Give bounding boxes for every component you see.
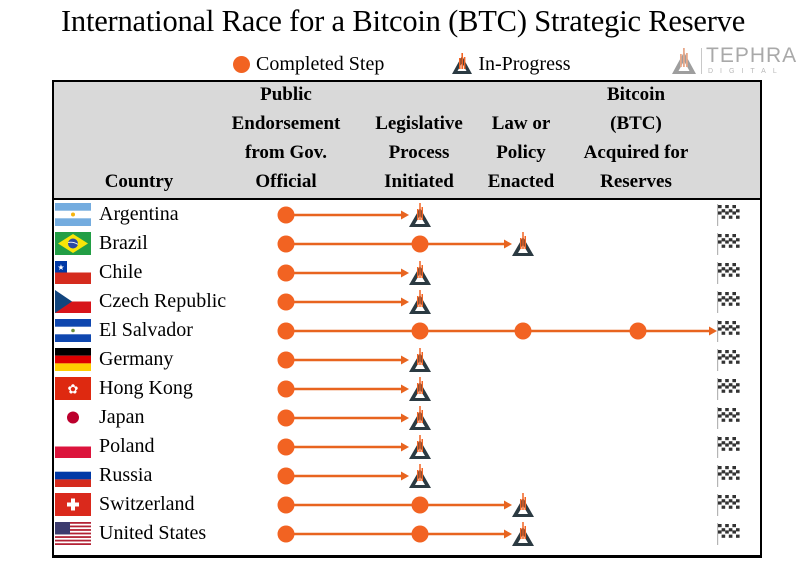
checkered-flag-icon: [717, 349, 740, 371]
country-name: Czech Republic: [99, 290, 227, 312]
table-row: Poland: [54, 432, 760, 461]
completed-step-dot: [277, 380, 295, 398]
completed-step-dot: [277, 235, 295, 253]
checkered-flag-icon: [717, 233, 740, 255]
header-step1: Public Endorsement from Gov. Official: [231, 84, 341, 192]
completed-step-dot: [514, 322, 532, 340]
country-name: Argentina: [99, 203, 179, 225]
chile-flag-icon: ★: [55, 261, 91, 284]
legend-completed: Completed Step: [233, 53, 384, 76]
logo-mark-icon: [672, 48, 696, 74]
czech-flag-icon: [55, 290, 91, 313]
completed-step-dot: [411, 322, 429, 340]
in-progress-icon: [512, 232, 534, 256]
germany-flag-icon: [55, 348, 91, 371]
table-row: Argentina: [54, 200, 760, 229]
switzerland-flag-icon: [55, 493, 91, 516]
table-row: Switzerland: [54, 490, 760, 519]
table-row: El Salvador: [54, 316, 760, 345]
in-progress-icon: [409, 203, 431, 227]
checkered-flag-icon: [717, 378, 740, 400]
checkered-flag-icon: [717, 262, 740, 284]
completed-step-dot: [277, 467, 295, 485]
country-name: Poland: [99, 435, 155, 457]
in-progress-icon: [409, 464, 431, 488]
table-row: United States: [54, 519, 760, 548]
completed-step-dot: [411, 235, 429, 253]
logo-brand: TEPHRA: [706, 44, 798, 67]
country-name: Brazil: [99, 232, 148, 254]
progress-table: Country Public Endorsement from Gov. Off…: [52, 80, 762, 558]
in-progress-icon: [512, 522, 534, 546]
completed-step-dot: [277, 409, 295, 427]
country-name: Switzerland: [99, 493, 195, 515]
header-step4: Bitcoin (BTC) Acquired for Reserves: [583, 84, 689, 192]
country-name: Russia: [99, 464, 153, 486]
country-name: United States: [99, 522, 207, 544]
chart-title: International Race for a Bitcoin (BTC) S…: [60, 4, 746, 38]
country-name: Japan: [99, 406, 145, 428]
checkered-flag-icon: [717, 436, 740, 458]
table-row: Czech Republic: [54, 287, 760, 316]
country-name: Hong Kong: [99, 377, 193, 399]
completed-dot-icon: [233, 55, 250, 73]
el-salvador-flag-icon: [55, 319, 91, 342]
in-progress-icon: [409, 377, 431, 401]
checkered-flag-icon: [717, 494, 740, 516]
checkered-flag-icon: [717, 204, 740, 226]
checkered-flag-icon: [717, 523, 740, 545]
header-step2: Legislative Process Initiated: [375, 113, 463, 192]
in-progress-icon: [409, 290, 431, 314]
header-step3: Law or Policy Enacted: [487, 113, 555, 192]
completed-step-dot: [277, 293, 295, 311]
legend-completed-label: Completed Step: [256, 52, 385, 75]
completed-step-dot: [277, 351, 295, 369]
checkered-flag-icon: [717, 320, 740, 342]
table-row: ★ Chile: [54, 258, 760, 287]
country-name: El Salvador: [99, 319, 193, 341]
completed-step-dot: [277, 438, 295, 456]
argentina-flag-icon: [55, 203, 91, 226]
brazil-flag-icon: [55, 232, 91, 255]
in-progress-icon: [409, 435, 431, 459]
in-progress-icon: [409, 406, 431, 430]
russia-flag-icon: [55, 464, 91, 487]
country-name: Chile: [99, 261, 143, 283]
table-header: Country Public Endorsement from Gov. Off…: [54, 82, 760, 200]
completed-step-dot: [629, 322, 647, 340]
completed-step-dot: [277, 322, 295, 340]
logo-sub: DIGITAL: [708, 68, 784, 75]
legend-in-progress: In-Progress: [450, 52, 571, 76]
table-row: Japan: [54, 403, 760, 432]
table-row: Germany: [54, 345, 760, 374]
tephra-digital-logo: TEPHRA DIGITAL: [670, 44, 800, 78]
legend-in-progress-label: In-Progress: [478, 52, 571, 75]
hong-kong-flag-icon: ✿: [55, 377, 91, 400]
completed-step-dot: [277, 264, 295, 282]
svg-text:★: ★: [57, 263, 64, 272]
completed-step-dot: [411, 525, 429, 543]
header-country: Country: [104, 171, 174, 192]
logo-divider: [701, 48, 702, 74]
in-progress-icon: [409, 348, 431, 372]
united-states-flag-icon: [55, 522, 91, 545]
country-name: Germany: [99, 348, 174, 370]
in-progress-icon: [512, 493, 534, 517]
completed-step-dot: [277, 206, 295, 224]
completed-step-dot: [277, 496, 295, 514]
legend: Completed Step In-Progress: [233, 51, 571, 77]
checkered-flag-icon: [717, 407, 740, 429]
checkered-flag-icon: [717, 465, 740, 487]
table-row: ✿ Hong Kong: [54, 374, 760, 403]
checkered-flag-icon: [717, 291, 740, 313]
svg-text:✿: ✿: [68, 382, 79, 397]
in-progress-icon: [409, 261, 431, 285]
poland-flag-icon: [55, 435, 91, 458]
table-row: Russia: [54, 461, 760, 490]
japan-flag-icon: [55, 406, 91, 429]
completed-step-dot: [411, 496, 429, 514]
in-progress-icon: [452, 53, 473, 74]
completed-step-dot: [277, 525, 295, 543]
table-row: Brazil: [54, 229, 760, 258]
